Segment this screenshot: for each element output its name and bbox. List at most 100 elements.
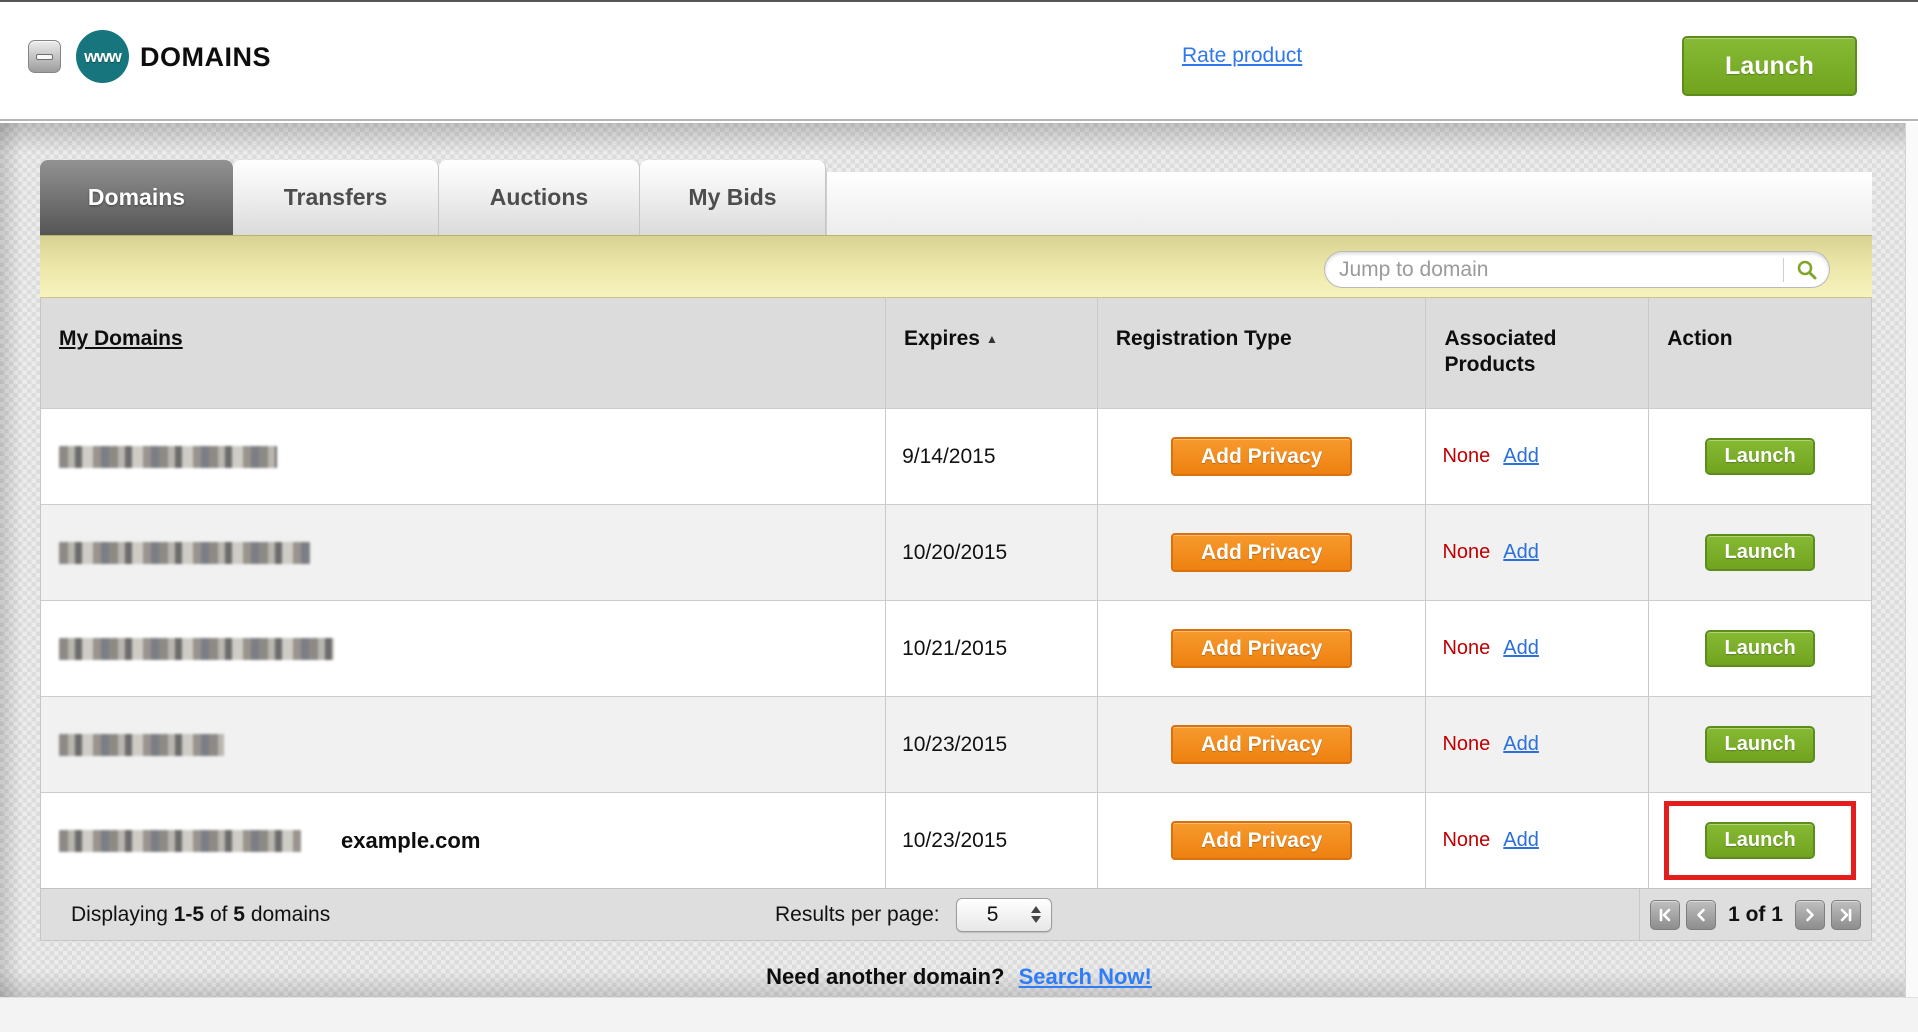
- associated-status: None: [1442, 733, 1491, 755]
- last-page-button[interactable]: [1830, 899, 1861, 930]
- add-privacy-button[interactable]: Add Privacy: [1171, 533, 1353, 572]
- associated-cell: None Add: [1426, 697, 1650, 792]
- table-header-row: My Domains Expires ▲ Registration Type As…: [41, 298, 1871, 408]
- domain-cell: [41, 601, 887, 696]
- redacted-domain-name: [59, 541, 310, 564]
- redacted-domain-name: [59, 445, 277, 468]
- expires-cell: 10/21/2015: [886, 601, 1098, 696]
- expires-label: Expires: [904, 327, 980, 350]
- expiry-date: 10/23/2015: [902, 828, 1008, 852]
- add-privacy-button[interactable]: Add Privacy: [1171, 437, 1353, 476]
- action-cell: Launch: [1649, 409, 1871, 504]
- domain-cell: [41, 505, 887, 600]
- launch-row-button-highlighted[interactable]: Launch: [1705, 822, 1816, 859]
- page-bottom-strip: [0, 997, 1918, 1032]
- search-input[interactable]: [1325, 257, 1783, 282]
- add-product-link[interactable]: Add: [1503, 829, 1539, 851]
- add-privacy-button[interactable]: Add Privacy: [1171, 821, 1353, 860]
- associated-cell: None Add: [1426, 409, 1650, 504]
- launch-row-button[interactable]: Launch: [1705, 726, 1816, 763]
- tab-my-bids[interactable]: My Bids: [640, 160, 826, 235]
- collapse-module-button[interactable]: [28, 40, 61, 73]
- search-now-link[interactable]: Search Now!: [1018, 964, 1152, 989]
- displaying-total: 5: [233, 902, 245, 926]
- launch-row-button[interactable]: Launch: [1705, 534, 1816, 571]
- cta-text: Need another domain?: [766, 964, 1005, 989]
- search-icon: [1797, 260, 1816, 279]
- rate-product-link[interactable]: Rate product: [1182, 44, 1303, 67]
- launch-row-button[interactable]: Launch: [1705, 438, 1816, 475]
- associated-cell: None Add: [1426, 505, 1650, 600]
- table-row: 10/21/2015 Add Privacy None Add Launch: [41, 600, 1871, 696]
- registration-cell: Add Privacy: [1098, 697, 1427, 792]
- page-title: DOMAINS: [140, 42, 271, 72]
- column-header-my-domains[interactable]: My Domains: [41, 298, 887, 408]
- launch-row-button[interactable]: Launch: [1705, 630, 1816, 667]
- results-per-page-select[interactable]: 5: [955, 897, 1052, 932]
- example-domain-annotation: example.com: [341, 827, 481, 853]
- add-privacy-button[interactable]: Add Privacy: [1171, 629, 1353, 668]
- tab-transfers[interactable]: Transfers: [233, 160, 439, 235]
- domains-word: domains: [250, 902, 331, 926]
- tab-bar: Domains Transfers Auctions My Bids: [40, 160, 826, 235]
- next-page-icon: [1806, 908, 1814, 921]
- results-per-page-label: Results per page:: [775, 902, 940, 926]
- action-cell: Launch: [1649, 601, 1871, 696]
- domain-cell: [41, 697, 887, 792]
- add-privacy-button[interactable]: Add Privacy: [1171, 725, 1353, 764]
- my-domains-sort-link[interactable]: My Domains: [59, 327, 183, 350]
- expires-cell: 9/14/2015: [886, 409, 1098, 504]
- launch-header-button[interactable]: Launch: [1682, 36, 1857, 96]
- last-page-icon: [1840, 908, 1852, 921]
- displaying-range: 1-5: [173, 902, 205, 926]
- displaying-status: Displaying 1-5 of 5 domains: [71, 903, 330, 927]
- need-domain-prompt: Need another domain? Search Now!: [0, 964, 1918, 990]
- domain-cell: [41, 409, 887, 504]
- column-header-expires[interactable]: Expires ▲: [886, 298, 1098, 408]
- associated-status: None: [1442, 637, 1491, 659]
- next-page-button[interactable]: [1794, 899, 1825, 930]
- associated-cell: None Add: [1426, 601, 1650, 696]
- domains-table: My Domains Expires ▲ Registration Type As…: [40, 298, 1872, 941]
- pager: 1 of 1: [1639, 889, 1871, 940]
- action-cell: Launch: [1649, 697, 1871, 792]
- add-product-link[interactable]: Add: [1503, 445, 1539, 467]
- previous-page-icon: [1697, 908, 1705, 921]
- expiry-date: 10/21/2015: [902, 636, 1008, 660]
- app-header: www DOMAINS Rate product Launch: [0, 4, 1918, 121]
- add-product-link[interactable]: Add: [1503, 733, 1539, 755]
- minus-icon: [36, 54, 53, 60]
- tab-auctions[interactable]: Auctions: [439, 160, 640, 235]
- scrollbar-track[interactable]: [1905, 123, 1918, 1032]
- tab-domains[interactable]: Domains: [40, 160, 233, 235]
- domain-toolbar: [40, 235, 1872, 298]
- add-product-link[interactable]: Add: [1503, 637, 1539, 659]
- associated-status: None: [1442, 541, 1491, 563]
- associated-status: None: [1442, 829, 1491, 851]
- expires-cell: 10/20/2015: [886, 505, 1098, 600]
- first-page-icon: [1659, 908, 1671, 921]
- column-header-action: Action: [1667, 327, 1733, 350]
- expires-cell: 10/23/2015: [886, 697, 1098, 792]
- table-row: 10/23/2015 Add Privacy None Add Launch: [41, 696, 1871, 792]
- search-button[interactable]: [1783, 257, 1829, 282]
- tab-bar-filler: [826, 172, 1872, 235]
- expires-cell: 10/23/2015: [886, 793, 1098, 888]
- first-page-button[interactable]: [1650, 899, 1681, 930]
- previous-page-button[interactable]: [1686, 899, 1717, 930]
- column-header-associated-products: Associated Products: [1426, 298, 1650, 408]
- select-stepper-icon: [1029, 906, 1051, 923]
- expiry-date: 10/20/2015: [902, 540, 1008, 564]
- www-globe-icon: www: [76, 30, 129, 83]
- table-row: 9/14/2015 Add Privacy None Add Launch: [41, 408, 1871, 504]
- page-indicator: 1 of 1: [1728, 902, 1783, 926]
- table-footer: Displaying 1-5 of 5 domains Results per …: [41, 888, 1871, 940]
- results-per-page-group: Results per page: 5: [775, 897, 1052, 932]
- of-word: of: [209, 902, 228, 926]
- red-highlight-annotation: Launch: [1664, 801, 1857, 880]
- table-row: 10/20/2015 Add Privacy None Add Launch: [41, 504, 1871, 600]
- add-product-link[interactable]: Add: [1503, 541, 1539, 563]
- registration-cell: Add Privacy: [1098, 601, 1427, 696]
- action-cell: Launch: [1649, 793, 1871, 888]
